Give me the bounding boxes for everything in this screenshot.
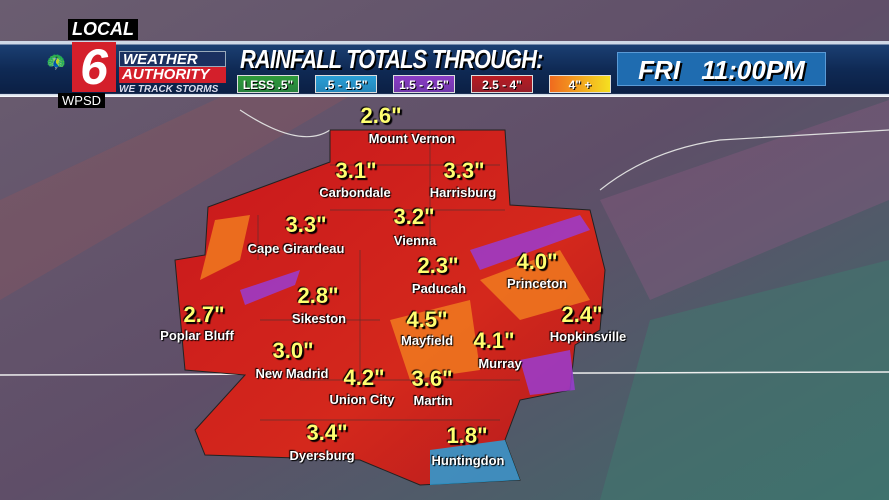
- rainfall-value: 3.2": [393, 204, 435, 229]
- city-name: Cape Girardeau: [247, 241, 345, 256]
- rainfall-value: 2.3": [417, 253, 459, 278]
- city-name: Mayfield: [400, 333, 454, 348]
- local-label: LOCAL: [68, 19, 138, 40]
- brand-tagline: WE TRACK STORMS: [119, 84, 219, 95]
- city-name: Carbondale: [319, 185, 391, 200]
- brand-line-1: WEATHER: [119, 51, 226, 67]
- page-title: RAINFALL TOTALS THROUGH:: [240, 44, 543, 74]
- rainfall-value: 3.1": [335, 158, 377, 183]
- city-name: Martin: [413, 393, 453, 408]
- rainfall-region: [174, 129, 606, 486]
- city-name: Poplar Bluff: [160, 328, 234, 343]
- legend-item: .5 - 1.5": [315, 75, 377, 93]
- city-name: Mount Vernon: [368, 131, 456, 146]
- rainfall-value: 4.1": [473, 328, 515, 353]
- legend-item: 4" +: [549, 75, 611, 93]
- rainfall-value: 3.4": [306, 420, 348, 445]
- rainfall-value: 4.2": [343, 365, 385, 390]
- rainfall-value: 2.7": [183, 302, 225, 327]
- city-name: New Madrid: [255, 366, 329, 381]
- rainfall-value: 1.8": [446, 423, 488, 448]
- city-name: Vienna: [393, 233, 437, 248]
- rainfall-value: 2.8": [297, 283, 339, 308]
- brand-line-2: AUTHORITY: [119, 67, 226, 83]
- rainfall-value: 3.3": [285, 212, 327, 237]
- city-name: Princeton: [507, 276, 567, 291]
- legend-item: LESS .5": [237, 75, 299, 93]
- rainfall-value: 4.5": [406, 307, 448, 332]
- legend-item: 2.5 - 4": [471, 75, 533, 93]
- rainfall-value: 3.0": [272, 338, 314, 363]
- city-name: Harrisburg: [429, 185, 497, 200]
- city-name: Dyersburg: [289, 448, 355, 463]
- city-name: Paducah: [411, 281, 467, 296]
- rainfall-value: 4.0": [516, 249, 558, 274]
- legend-item: 1.5 - 2.5": [393, 75, 455, 93]
- channel-number: 6: [72, 42, 116, 92]
- nbc-peacock-icon: 🦚: [46, 54, 66, 71]
- station-call-sign: WPSD: [58, 93, 105, 108]
- city-name: Union City: [329, 392, 395, 407]
- valid-time: FRI 11:00PM: [617, 52, 826, 86]
- city-name: Sikeston: [291, 311, 347, 326]
- city-name: Murray: [478, 356, 522, 371]
- rainfall-value: 3.6": [411, 366, 453, 391]
- city-name: Huntingdon: [431, 453, 505, 468]
- rainfall-value: 3.3": [443, 158, 485, 183]
- rainfall-value: 2.6": [360, 103, 402, 128]
- city-name: Hopkinsville: [549, 329, 627, 344]
- rainfall-value: 2.4": [561, 302, 603, 327]
